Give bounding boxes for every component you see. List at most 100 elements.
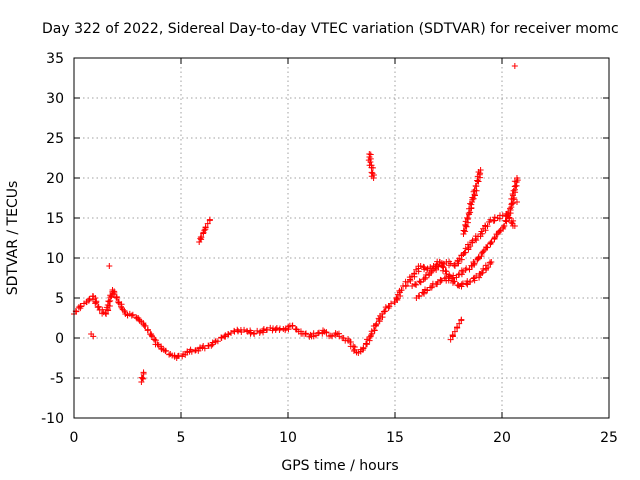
trace-mark-main-trace — [105, 307, 112, 314]
trace-mark-main-trace — [450, 272, 457, 279]
data-point-main-trace — [417, 263, 424, 269]
trace-mark-main-trace — [316, 329, 323, 336]
trace-mark-main-trace — [227, 330, 234, 337]
x-tick-label: 20 — [493, 430, 511, 446]
trace-mark-upper-branch — [433, 266, 440, 273]
y-axis-label: SDTVAR / TECUs — [5, 181, 21, 296]
trace-mark-upper-branch — [435, 263, 442, 270]
trace-mark-main-trace — [398, 287, 405, 294]
trace-mark-upper-branch — [413, 281, 420, 288]
trace-mark-main-trace — [509, 192, 516, 199]
trace-mark-main-trace — [260, 326, 267, 333]
chart-title: Day 322 of 2022, Sidereal Day-to-day VTE… — [42, 21, 619, 37]
trace-mark-main-trace — [424, 265, 431, 272]
data-point-isolated-points — [90, 333, 97, 340]
trace-mark-upper-branch — [428, 267, 435, 274]
y-tick-label: 25 — [46, 131, 64, 147]
trace-mark-arc-6h — [197, 235, 204, 242]
y-tick-label: 15 — [46, 211, 64, 227]
trace-mark-main-trace — [471, 260, 478, 267]
trace-mark-rising-tail — [467, 209, 474, 216]
trace-mark-rising-tail — [472, 182, 479, 189]
trace-mark-rising-tail — [477, 170, 484, 177]
grid — [74, 58, 609, 418]
trace-mark-main-trace — [214, 338, 221, 345]
y-tick-label: 5 — [55, 291, 64, 307]
data-point-main-trace — [276, 327, 283, 333]
x-tick-label: 5 — [177, 430, 186, 446]
trace-mark-main-trace — [463, 265, 470, 272]
data-point-lower-branch — [488, 259, 495, 265]
data-point-main-trace — [148, 331, 155, 337]
trace-mark-upper-branch — [467, 243, 474, 250]
axis-ticks: 0 5 10 15 20 25 -10 -5 0 5 10 15 20 25 30 35 — [41, 51, 618, 446]
x-tick-label: 10 — [279, 430, 297, 446]
trace-mark-main-trace — [376, 318, 383, 325]
trace-mark-main-trace — [393, 294, 400, 301]
trace-mark-main-trace — [336, 333, 343, 340]
trace-mark-main-trace — [102, 310, 109, 317]
x-tick-label: 15 — [386, 430, 404, 446]
trace-mark-main-trace — [500, 225, 507, 232]
y-tick-label: 0 — [55, 331, 64, 347]
data-point-arc-17-8h — [447, 336, 454, 343]
trace-mark-upper-branch — [499, 212, 506, 219]
trace-mark-upper-branch — [416, 278, 423, 285]
trace-mark-main-trace — [466, 266, 473, 273]
trace-mark-main-trace — [501, 222, 508, 229]
trace-mark-main-trace — [77, 303, 84, 310]
trace-mark-main-trace — [142, 322, 149, 329]
trace-mark-arc-3-2h — [138, 374, 145, 381]
y-tick-label: 35 — [46, 51, 64, 67]
x-tick-label: 25 — [600, 430, 618, 446]
trace-mark-main-trace — [188, 348, 195, 355]
trace-mark-main-trace — [110, 291, 117, 298]
trace-mark-main-trace — [367, 332, 374, 339]
trace-mark-arc-13-8h — [369, 164, 376, 171]
trace-mark-main-trace — [491, 235, 498, 242]
data-point-arc-13-8h — [370, 175, 377, 181]
trace-mark-main-trace — [166, 351, 173, 358]
trace-mark-main-trace — [484, 244, 491, 251]
trace-mark-main-trace — [421, 264, 428, 271]
y-tick-label: 20 — [46, 171, 64, 187]
data-point-isolated-points — [513, 199, 520, 205]
trace-mark-upper-branch — [509, 220, 516, 227]
data-point-arc-6h — [204, 220, 211, 227]
trace-mark-upper-branch — [455, 260, 462, 267]
trace-mark-main-trace — [302, 330, 309, 337]
data-marks — [71, 63, 521, 385]
data-point-arc-17-8h — [456, 320, 463, 327]
data-point-main-trace — [218, 335, 225, 341]
trace-mark-main-trace — [264, 326, 271, 333]
data-point-main-trace — [327, 332, 334, 339]
trace-mark-main-trace — [510, 187, 517, 194]
data-point-arc-13-8h — [367, 159, 374, 165]
data-point-main-trace — [244, 328, 251, 335]
trace-mark-arc-6h — [201, 227, 208, 234]
trace-mark-lower-branch — [451, 278, 458, 285]
trace-mark-lower-branch — [458, 283, 465, 290]
trace-mark-main-trace — [373, 320, 380, 327]
data-point-isolated-points — [106, 263, 113, 269]
trace-mark-main-trace — [106, 302, 113, 309]
data-point-isolated-points — [511, 63, 518, 69]
trace-mark-upper-branch — [510, 217, 517, 224]
data-point-arc-6h — [206, 216, 213, 223]
trace-mark-main-trace — [307, 331, 314, 338]
trace-mark-main-trace — [121, 307, 128, 314]
trace-mark-upper-branch — [487, 216, 494, 223]
y-tick-label: -10 — [41, 411, 64, 427]
trace-mark-arc-17-8h — [454, 324, 461, 331]
data-point-main-trace — [103, 311, 110, 317]
trace-mark-main-trace — [388, 300, 395, 307]
y-tick-label: -5 — [50, 371, 64, 387]
trace-mark-rising-tail — [470, 195, 477, 202]
data-point-upper-branch — [511, 223, 518, 229]
trace-mark-rising-tail — [471, 192, 478, 199]
trace-mark-main-trace — [113, 294, 120, 301]
trace-mark-rising-tail — [475, 178, 482, 185]
trace-mark-main-trace — [382, 304, 389, 311]
trace-mark-rising-tail — [460, 227, 467, 234]
